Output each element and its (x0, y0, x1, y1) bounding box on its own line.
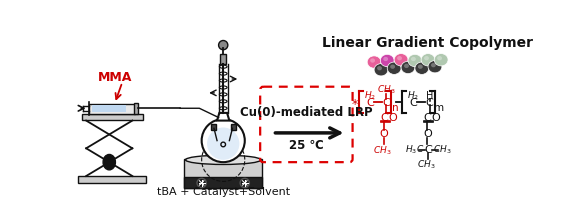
Text: O: O (380, 129, 388, 139)
Text: n: n (392, 103, 398, 113)
Ellipse shape (411, 57, 416, 61)
Ellipse shape (367, 56, 381, 68)
Text: O: O (431, 113, 440, 123)
Text: tBA + Catalyst+Solvent: tBA + Catalyst+Solvent (156, 187, 290, 197)
Text: 25 ℃: 25 ℃ (289, 139, 324, 152)
Ellipse shape (424, 56, 429, 60)
Bar (89, 104, 136, 114)
Bar (184, 177, 263, 188)
Text: $CH_3$: $CH_3$ (377, 83, 396, 96)
Circle shape (202, 119, 245, 162)
Ellipse shape (431, 63, 436, 67)
Ellipse shape (370, 58, 375, 63)
Ellipse shape (415, 62, 429, 74)
Circle shape (197, 178, 206, 188)
Text: m: m (434, 103, 444, 113)
Text: Linear Gradient Copolymer: Linear Gradient Copolymer (321, 36, 533, 50)
Ellipse shape (374, 63, 388, 76)
Ellipse shape (428, 61, 442, 73)
Ellipse shape (401, 61, 415, 74)
Text: $CH_3$: $CH_3$ (373, 144, 392, 157)
Bar (134, 103, 138, 114)
Text: $H_2$: $H_2$ (364, 90, 376, 102)
Text: $CH_3$: $CH_3$ (433, 144, 451, 156)
Text: C: C (426, 98, 433, 108)
Ellipse shape (377, 66, 382, 70)
Text: $H_2$: $H_2$ (407, 90, 420, 102)
Ellipse shape (394, 54, 408, 66)
Bar (82, 114, 143, 120)
Text: MMA: MMA (98, 71, 133, 84)
Ellipse shape (397, 56, 402, 60)
Ellipse shape (404, 64, 409, 68)
Ellipse shape (418, 65, 423, 69)
Bar (78, 176, 146, 183)
Circle shape (219, 40, 228, 50)
Text: O: O (388, 113, 397, 123)
Text: C: C (366, 98, 374, 108)
Ellipse shape (390, 65, 395, 69)
Text: Cu(0)-mediated LRP: Cu(0)-mediated LRP (240, 106, 373, 119)
Bar (220, 54, 226, 64)
Ellipse shape (434, 54, 448, 66)
Text: $*$: $*$ (351, 96, 359, 109)
Circle shape (207, 127, 239, 160)
Ellipse shape (408, 54, 422, 67)
Bar (231, 124, 235, 130)
Bar (184, 159, 263, 188)
Text: C: C (409, 98, 417, 108)
Text: C: C (380, 113, 388, 123)
Text: H: H (426, 91, 433, 101)
Text: C: C (424, 113, 431, 123)
Text: O: O (423, 129, 431, 139)
Text: $CH_3$: $CH_3$ (417, 159, 436, 171)
Ellipse shape (437, 56, 442, 60)
Text: C: C (383, 98, 390, 108)
Ellipse shape (103, 155, 116, 170)
Circle shape (240, 178, 249, 188)
Ellipse shape (387, 62, 401, 74)
Ellipse shape (380, 54, 394, 67)
Text: C: C (424, 145, 432, 155)
Bar (211, 124, 215, 130)
Ellipse shape (383, 57, 388, 61)
Text: $H_3C$: $H_3C$ (404, 144, 424, 156)
Ellipse shape (421, 54, 435, 66)
Polygon shape (217, 113, 230, 121)
Bar (91, 105, 126, 112)
Ellipse shape (185, 155, 261, 165)
